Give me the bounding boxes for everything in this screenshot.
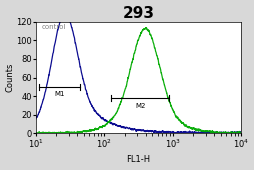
Title: 293: 293 xyxy=(122,6,154,21)
Text: M1: M1 xyxy=(54,91,65,97)
Y-axis label: Counts: Counts xyxy=(6,63,14,92)
Text: control: control xyxy=(41,24,66,30)
Text: M2: M2 xyxy=(135,103,145,109)
X-axis label: FL1-H: FL1-H xyxy=(126,155,150,164)
